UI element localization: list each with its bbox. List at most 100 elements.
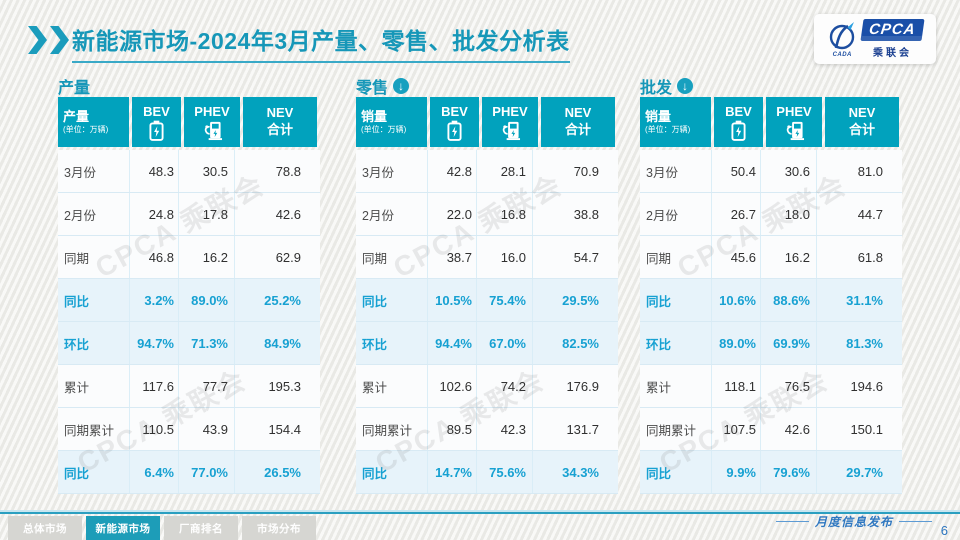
cell-value: 71.3% [178,322,234,364]
table-row: 3月份 48.3 30.5 78.8 [58,150,320,193]
table-row: 累计 118.1 76.5 194.6 [640,365,902,408]
row-label: 同比 [64,294,90,309]
cell-value: 81.0 [816,150,890,192]
footer-tab-1[interactable]: 总体市场 [8,516,82,540]
table-row: 同比 9.9% 79.6% 29.7% [640,451,902,494]
cell-value: 29.7% [816,451,890,493]
cell-value: 43.9 [178,408,234,450]
table-body: 3月份 42.8 28.1 70.9 2月份 22.0 16.8 38.8 同期 38.7 16.0… [356,150,618,494]
battery-icon [149,120,164,141]
cell-value: 14.7% [427,451,476,493]
row-label: 同比 [646,294,672,309]
cell-value: 118.1 [711,365,760,407]
table-row: 同比 6.4% 77.0% 26.5% [58,451,320,494]
table-row: 累计 117.6 77.7 195.3 [58,365,320,408]
footer-tab-3[interactable]: 厂商排名 [164,516,238,540]
cell-value: 9.9% [711,451,760,493]
row-label: 3月份 [64,165,96,180]
footer-tab-4[interactable]: 市场分布 [242,516,316,540]
table-header-row: 销量 (单位：万辆) BEV PHEV [640,97,902,147]
row-label: 同期累计 [362,423,413,438]
table-body: 3月份 50.4 30.6 81.0 2月份 26.7 18.0 44.7 同期 45.6 16.2… [640,150,902,494]
row-label: 2月份 [362,208,394,223]
cell-value: 78.8 [234,150,308,192]
cell-value: 76.5 [760,365,816,407]
header: 新能源市场-2024年3月产量、零售、批发分析表 CADA CPCA 乘联会 [28,14,948,70]
charging-station-icon [502,121,521,140]
cell-value: 70.9 [532,150,606,192]
cell-value: 25.2% [234,279,308,321]
cell-value: 44.7 [816,193,890,235]
page-number: 6 [940,523,948,538]
row-label: 环比 [362,337,388,352]
cell-value: 38.8 [532,193,606,235]
cell-value: 54.7 [532,236,606,278]
cpca-wordmark: CPCA [860,19,925,41]
double-chevron-icon [28,26,72,54]
cell-value: 61.8 [816,236,890,278]
cell-value: 45.6 [711,236,760,278]
cell-value: 77.0% [178,451,234,493]
row-label: 累计 [64,380,90,395]
cell-value: 10.5% [427,279,476,321]
column-header-nev: NEV 合计 [825,97,899,147]
column-header-metric: 产量 (单位：万辆) [58,97,129,147]
table-body: 3月份 48.3 30.5 78.8 2月份 24.8 17.8 42.6 同期 46.8 16.2… [58,150,320,494]
page-title: 新能源市场-2024年3月产量、零售、批发分析表 [72,22,570,63]
cell-value: 30.5 [178,150,234,192]
cell-value: 77.7 [178,365,234,407]
table-header-row: 产量 (单位：万辆) BEV PHEV [58,97,320,147]
cell-value: 94.4% [427,322,476,364]
column-header-bev: BEV [132,97,181,147]
cell-value: 29.5% [532,279,606,321]
publish-rule-right [899,521,933,522]
tables-container: 产量 ↓ 产量 (单位：万辆) BEV PHEV [58,74,902,494]
row-label: 2月份 [646,208,678,223]
row-label: 累计 [646,380,672,395]
column-header-nev: NEV 合计 [541,97,615,147]
cpca-emblem: CADA [827,21,857,58]
cell-value: 69.9% [760,322,816,364]
table-row: 3月份 42.8 28.1 70.9 [356,150,618,193]
cpca-emblem-icon [830,21,855,49]
down-arrow-circle-icon: ↓ [677,77,694,94]
cpca-chinese-name: 乘联会 [872,48,912,59]
table-row: 同比 10.6% 88.6% 31.1% [640,279,902,322]
cell-value: 89.5 [427,408,476,450]
row-label: 同比 [362,466,388,481]
cell-value: 110.5 [129,408,178,450]
row-label: 同期 [64,251,90,266]
cell-value: 74.2 [476,365,532,407]
row-label: 同期累计 [64,423,115,438]
table-row: 同期累计 107.5 42.6 150.1 [640,408,902,451]
footer-tab-2[interactable]: 新能源市场 [86,516,160,540]
row-label: 同期 [362,251,388,266]
cell-value: 26.5% [234,451,308,493]
table-row: 同期 46.8 16.2 62.9 [58,236,320,279]
cell-value: 84.9% [234,322,308,364]
cell-value: 26.7 [711,193,760,235]
charging-station-icon [204,121,223,140]
table-row: 环比 89.0% 69.9% 81.3% [640,322,902,365]
cell-value: 42.3 [476,408,532,450]
cell-value: 42.8 [427,150,476,192]
footer-divider [0,512,960,514]
row-label: 3月份 [362,165,394,180]
publish-label-group: 月度信息发布 [776,513,933,530]
table-row: 环比 94.4% 67.0% 82.5% [356,322,618,365]
cell-value: 94.7% [129,322,178,364]
cell-value: 48.3 [129,150,178,192]
cell-value: 79.6% [760,451,816,493]
column-header-phev: PHEV [482,97,538,147]
table-row: 同期 38.7 16.0 54.7 [356,236,618,279]
column-header-bev: BEV [430,97,479,147]
cell-value: 22.0 [427,193,476,235]
table-row: 同期 45.6 16.2 61.8 [640,236,902,279]
publish-rule-left [776,521,809,522]
cell-value: 17.8 [178,193,234,235]
cell-value: 16.8 [476,193,532,235]
cell-value: 75.6% [476,451,532,493]
cell-value: 88.6% [760,279,816,321]
column-header-metric: 销量 (单位：万辆) [356,97,427,147]
